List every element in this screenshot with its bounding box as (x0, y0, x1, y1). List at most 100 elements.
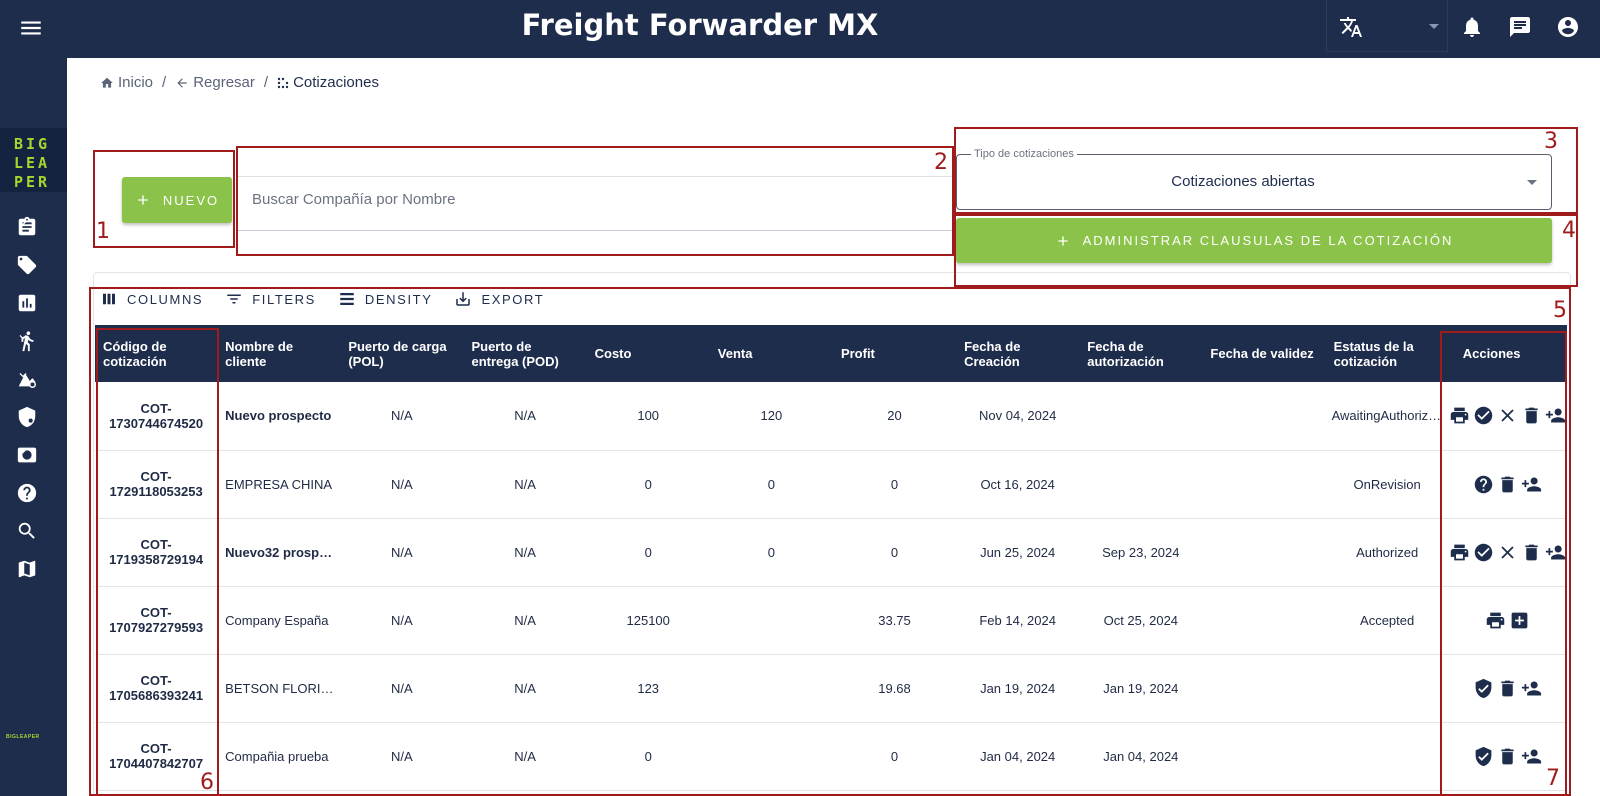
columns-icon (103, 293, 115, 305)
column-header[interactable]: Fecha de Creación (964, 338, 1021, 369)
sidebar-item-operations[interactable] (16, 330, 60, 354)
breadcrumb-home[interactable]: Inicio (100, 74, 153, 91)
row-actions (1449, 722, 1567, 790)
chat-icon[interactable] (1508, 15, 1532, 44)
add-box-icon[interactable] (1509, 610, 1530, 631)
sidebar-item-security[interactable] (16, 406, 60, 430)
annotation-box (1440, 331, 1567, 796)
column-header[interactable]: Profit (840, 346, 875, 361)
verified-icon[interactable] (1473, 746, 1494, 767)
chevron-down-icon (19, 335, 27, 340)
sidebar-item-reports[interactable] (16, 292, 60, 316)
breadcrumb-current: Cotizaciones (277, 74, 379, 91)
close-icon[interactable] (1497, 405, 1518, 426)
column-header[interactable]: Código de cotización (103, 338, 167, 369)
table-row[interactable]: COT-1705686393241 BETSON FLORIDA N/A N/A 123… (95, 654, 1567, 722)
annotation-number: 7 (1546, 766, 1560, 791)
quote-type-label: Tipo de cotizaciones (971, 148, 1077, 160)
help-icon (17, 483, 37, 503)
column-header[interactable]: Fecha de autorización (1087, 338, 1164, 369)
clipboard-icon (18, 216, 36, 236)
column-header[interactable]: Fecha de validez (1210, 346, 1314, 361)
top-app-bar: Freight Forwarder MX (0, 0, 1600, 58)
print-icon[interactable] (1449, 542, 1470, 563)
plus-icon (138, 195, 148, 205)
map-icon (18, 560, 36, 578)
company-search[interactable] (236, 176, 954, 231)
print-icon[interactable] (1449, 405, 1470, 426)
breadcrumb-back[interactable]: Regresar (175, 74, 255, 91)
column-header[interactable]: Puerto de carga (POL) (348, 338, 447, 369)
delete-icon[interactable] (1521, 405, 1542, 426)
row-actions (1449, 518, 1567, 586)
delete-icon[interactable] (1521, 542, 1542, 563)
sidebar-item-quotes[interactable] (16, 216, 60, 240)
search-input[interactable] (252, 191, 932, 208)
check-circle-icon[interactable] (1473, 405, 1494, 426)
sidebar-item-tags[interactable] (16, 254, 60, 278)
column-header: Acciones (1462, 346, 1521, 361)
language-selector[interactable] (1326, 0, 1448, 52)
column-header[interactable]: Estatus de la cotización (1333, 338, 1414, 369)
table-row[interactable]: COT-1729118053253 EMPRESA CHINA N/A N/A 0 0 0 O… (95, 450, 1567, 518)
delete-icon[interactable] (1497, 678, 1518, 699)
menu-icon[interactable] (18, 15, 44, 41)
new-quote-button[interactable]: NUEVO (122, 177, 232, 223)
density-button[interactable]: DENSITY (338, 290, 433, 308)
table-row[interactable]: COT-1730744674520 Nuevo prospecto N/A N/A 10… (95, 382, 1567, 450)
breadcrumb: Inicio / Regresar / Cotizaciones (100, 74, 379, 91)
quote-type-select[interactable]: Tipo de cotizaciones Cotizaciones abiert… (956, 148, 1552, 210)
sidebar-item-settings[interactable] (16, 368, 60, 392)
sidebar-item-help[interactable] (16, 482, 60, 506)
person-add-icon[interactable] (1521, 474, 1542, 495)
svg-text:$: $ (24, 450, 30, 460)
chevron-down-icon (19, 449, 27, 454)
quotes-table: Código de cotización Nombre de cliente P… (95, 325, 1567, 791)
delete-icon[interactable] (1497, 746, 1518, 767)
print-icon[interactable] (1485, 610, 1506, 631)
annotation-box (236, 146, 954, 256)
chevron-down-icon (19, 221, 27, 226)
check-circle-icon[interactable] (1473, 542, 1494, 563)
filter-icon (227, 294, 241, 304)
annotation-box (954, 127, 1578, 214)
sidebar: BIG LEA PER $ BIGLEAPER (0, 58, 67, 796)
columns-button[interactable]: COLUMNS (100, 290, 203, 308)
help-icon[interactable] (1473, 474, 1494, 495)
annotation-number: 5 (1553, 298, 1567, 323)
bell-icon[interactable] (1460, 15, 1484, 44)
person-add-icon[interactable] (1545, 405, 1566, 426)
annotation-number: 1 (96, 219, 110, 244)
table-header-row: Código de cotización Nombre de cliente P… (95, 325, 1567, 382)
person-add-icon[interactable] (1545, 542, 1566, 563)
sidebar-item-billing[interactable]: $ (16, 444, 60, 468)
shield-icon (18, 406, 36, 428)
sidebar-item-search[interactable] (16, 520, 60, 544)
column-header[interactable]: Nombre de cliente (225, 338, 294, 369)
annotation-number: 3 (1544, 129, 1558, 154)
manage-clauses-button[interactable]: ADMINISTRAR CLAUSULAS DE LA COTIZACIÓN (956, 218, 1552, 263)
column-header[interactable]: Costo (594, 346, 632, 361)
account-icon[interactable] (1556, 15, 1580, 44)
table-row[interactable]: COT-1707927279593 Company España N/A N/A 125… (95, 586, 1567, 654)
table-row[interactable]: COT-1704407842707 Compañia prueba N/A N/A 0 0… (95, 722, 1567, 790)
column-header[interactable]: Venta (717, 346, 753, 361)
column-header[interactable]: Puerto de entrega (POD) (471, 338, 559, 369)
export-button[interactable]: EXPORT (454, 290, 544, 308)
verified-icon[interactable] (1473, 678, 1494, 699)
table-row[interactable]: COT-1719358729194 Nuevo32 prospecto N/A N/A… (95, 518, 1567, 586)
search-icon (18, 522, 35, 539)
annotation-box (89, 287, 1571, 796)
plus-icon (1057, 235, 1068, 246)
sidebar-item-map[interactable] (16, 558, 60, 582)
app-title: Freight Forwarder MX (521, 8, 879, 42)
filters-button[interactable]: FILTERS (225, 290, 316, 308)
close-icon[interactable] (1497, 542, 1518, 563)
person-add-icon[interactable] (1521, 746, 1542, 767)
chevron-down-icon (19, 373, 27, 378)
chevron-down-icon (1429, 24, 1439, 29)
delete-icon[interactable] (1497, 474, 1518, 495)
annotation-box (954, 214, 1578, 287)
person-walking-icon (21, 331, 34, 352)
person-add-icon[interactable] (1521, 678, 1542, 699)
